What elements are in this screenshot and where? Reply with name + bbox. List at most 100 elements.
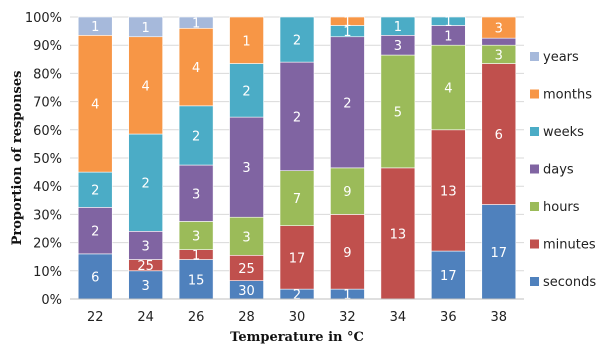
bar-segment-hours — [330, 167, 365, 215]
data-label: 1 — [343, 15, 351, 30]
legend-label: years — [543, 50, 579, 65]
x-tick-label: 24 — [137, 310, 154, 325]
legend-swatch-seconds — [530, 277, 539, 286]
bar-segment-weeks — [279, 16, 315, 63]
bar-segment-days — [229, 116, 264, 218]
data-label: 2 — [293, 110, 301, 125]
data-label: 2 — [192, 129, 200, 144]
data-label: 1 — [242, 34, 250, 49]
data-label: 1 — [192, 249, 200, 264]
x-axis-label: Temperature in °C — [230, 330, 364, 345]
data-label: 1 — [192, 17, 200, 32]
data-label: 3 — [242, 161, 250, 176]
bar-segment-weeks — [77, 171, 113, 208]
bar-segment-years — [178, 16, 214, 29]
bar-segment-weeks — [431, 16, 466, 26]
legend-label: weeks — [543, 125, 584, 140]
bar-segment-hours — [380, 54, 416, 169]
data-label: 2 — [142, 177, 150, 192]
bar-segment-hours — [229, 216, 264, 256]
data-label: 2 — [91, 225, 99, 240]
x-tick-label: 36 — [440, 310, 457, 325]
data-label: 3 — [192, 230, 200, 245]
bar-segment-minutes — [330, 214, 365, 290]
data-label: 3 — [142, 239, 150, 254]
data-label: 3 — [495, 22, 503, 37]
bar-segment-months — [77, 35, 113, 173]
bar-segment-months — [178, 27, 214, 107]
bar-segment-hours — [279, 170, 315, 226]
data-label: 1 — [444, 15, 452, 30]
bar-segment-minutes — [279, 225, 315, 290]
x-tick-label: 28 — [238, 310, 255, 325]
bar-segment-seconds — [128, 270, 163, 300]
bar-segment-years — [128, 16, 163, 38]
bar-segment-weeks — [380, 16, 416, 36]
data-label: 2 — [91, 184, 99, 199]
data-label: 1 — [343, 288, 351, 303]
bar-segment-minutes — [431, 129, 466, 252]
y-axis-label: Proportion of responses — [10, 71, 25, 246]
x-tick-label: 22 — [87, 310, 104, 325]
data-label: 1 — [91, 20, 99, 35]
legend-swatch-days — [530, 164, 539, 174]
legend-label: months — [543, 88, 592, 103]
bar-segment-days — [279, 61, 315, 171]
bar-segment-days — [330, 36, 365, 169]
legend-swatch-weeks — [530, 127, 539, 136]
bar-segment-months — [128, 36, 163, 135]
data-label: 1 — [343, 25, 351, 40]
x-tick-label: 34 — [390, 310, 407, 325]
legend-label: days — [543, 163, 574, 178]
data-label: 13 — [440, 184, 457, 199]
y-tick-label: 10% — [33, 265, 62, 280]
data-label: 1 — [394, 20, 402, 35]
y-tick-label: 30% — [33, 208, 62, 223]
data-label: 2 — [343, 96, 351, 111]
data-label: 1 — [142, 21, 150, 36]
bar-segment-days — [481, 37, 517, 46]
bar-segment-days — [128, 231, 163, 260]
data-label: 3 — [192, 187, 200, 202]
legend-swatch-hours — [530, 202, 539, 211]
bar-segment-months — [330, 16, 365, 26]
data-label: 25 — [238, 262, 255, 277]
bar-segment-days — [178, 164, 214, 222]
data-label: 2 — [293, 34, 301, 49]
data-label: 5 — [394, 105, 402, 120]
bar-segment-days — [77, 207, 113, 255]
y-tick-label: 40% — [33, 180, 62, 195]
data-label: 4 — [142, 79, 150, 94]
y-tick-label: 20% — [33, 237, 62, 252]
x-tick-label: 26 — [188, 310, 205, 325]
legend-swatch-months — [530, 89, 539, 99]
y-tick-label: 50% — [33, 152, 62, 167]
data-label: 6 — [91, 270, 99, 285]
data-label: 4 — [444, 82, 452, 97]
data-label: 1 — [444, 29, 452, 44]
bar-segment-months — [481, 16, 517, 39]
x-tick-label: 38 — [491, 310, 508, 325]
legend-label: minutes — [543, 238, 596, 253]
bar-segment-months — [229, 16, 264, 64]
x-axis-ticks: 22 24 26 28 30 32 34 36 38 — [87, 310, 507, 325]
data-label: 2 — [242, 84, 250, 99]
legend: years months weeks days hours minutes seconds — [530, 50, 596, 290]
y-tick-label: 100% — [25, 11, 62, 26]
data-label: 6 — [495, 128, 503, 143]
data-label: 30 — [238, 284, 255, 299]
data-label: 17 — [289, 251, 306, 266]
data-label: 17 — [491, 246, 508, 261]
legend-swatch-years — [530, 52, 539, 61]
bar-segment-weeks — [128, 133, 163, 232]
y-tick-label: 80% — [33, 67, 62, 82]
bar-segment-minutes — [481, 63, 517, 205]
y-tick-label: 70% — [33, 96, 62, 111]
data-label: 2 — [293, 288, 301, 303]
y-axis-ticks: 0% 10% 20% 30% 40% 50% 60% 70% 80% 90% 100% — [25, 11, 62, 308]
data-label: 3 — [495, 48, 503, 63]
data-label: 13 — [390, 227, 407, 242]
data-label: 25 — [137, 259, 154, 274]
y-tick-label: 90% — [33, 39, 62, 54]
